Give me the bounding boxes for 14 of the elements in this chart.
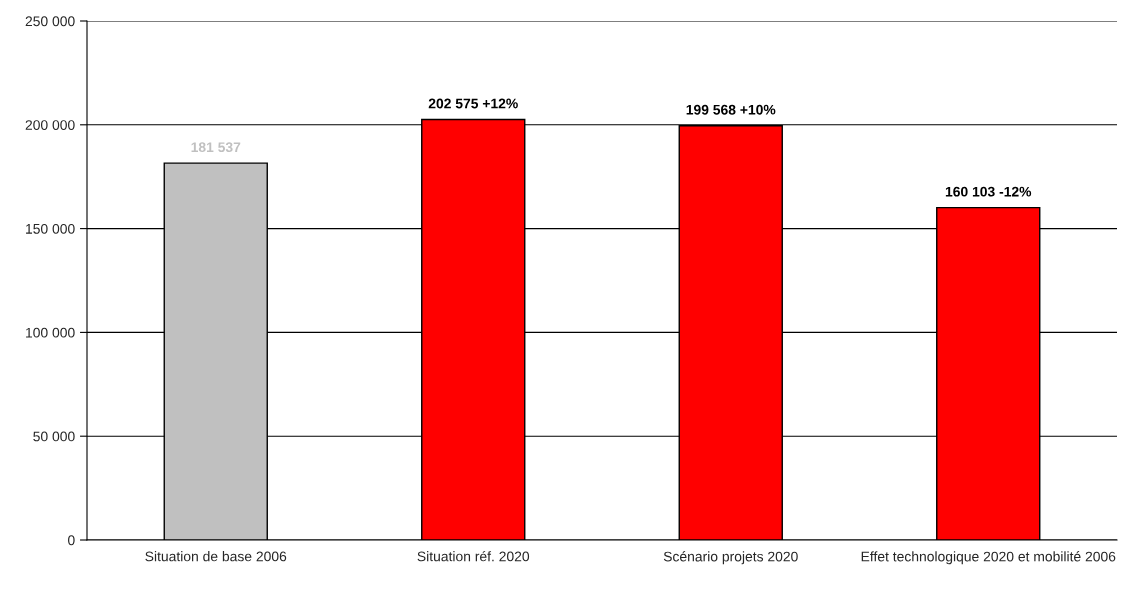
y-tick-label: 200 000 — [25, 120, 75, 130]
y-tick-label: 250 000 — [25, 16, 75, 27]
data-label: 199 568 +10% — [686, 104, 776, 115]
x-tick-label: Situation de base 2006 — [145, 551, 287, 562]
y-tick-label: 150 000 — [26, 223, 75, 234]
x-tick-label: Effet technologique 2020 et mobilité 2006 — [861, 551, 1116, 565]
y-tick-label: 100 000 — [26, 327, 75, 338]
y-tick-label: 0 — [68, 535, 75, 546]
x-tick-label: Situation réf. 2020 — [417, 550, 530, 562]
data-label: 202 575 +12% — [428, 98, 518, 109]
data-label: 181 537 — [191, 142, 241, 153]
y-tick-label: 50 000 — [33, 431, 75, 442]
x-tick-label: Scénario projets 2020 — [663, 551, 798, 565]
data-label: 160 103 -12% — [945, 186, 1032, 197]
